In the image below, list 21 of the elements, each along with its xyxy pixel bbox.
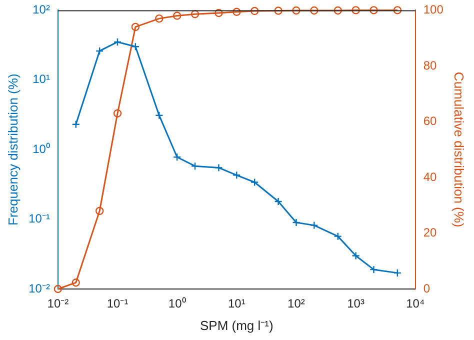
- y2-tick-label: 80: [423, 58, 438, 72]
- y-tick-label: 10⁻²: [28, 281, 50, 296]
- x-tick-label: 10⁴: [406, 296, 425, 311]
- y2-tick-label: 0: [423, 281, 430, 296]
- x-tick-label: 10³: [347, 296, 364, 311]
- x-axis-title: SPM (mg l⁻¹): [200, 318, 274, 333]
- x-tick-label: 10²: [288, 296, 305, 311]
- y2-tick-label: 100: [423, 2, 444, 17]
- y2-tick-label: 20: [423, 226, 438, 240]
- y-tick-label: 10²: [32, 2, 50, 17]
- y-axis-title: Frequency distribution (%): [5, 74, 20, 226]
- x-tick-label: 10¹: [228, 296, 246, 311]
- y2-axis-title: Cumulative distribution (%): [452, 72, 467, 228]
- y2-tick-label: 40: [423, 170, 438, 184]
- x-tick-label: 10⁰: [168, 296, 186, 311]
- y-tick-label: 10⁻¹: [28, 212, 50, 226]
- y-tick-label: 10⁰: [32, 142, 50, 156]
- y2-tick-label: 60: [423, 114, 438, 128]
- x-tick-label: 10⁻¹: [106, 296, 128, 311]
- y-tick-label: 10¹: [32, 72, 50, 86]
- x-tick-label: 10⁻²: [47, 296, 69, 311]
